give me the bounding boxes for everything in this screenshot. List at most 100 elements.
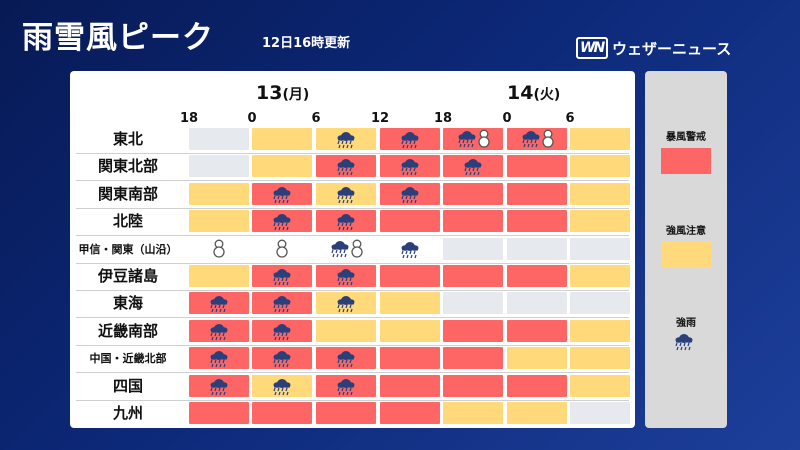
hour-tick-label: 0 <box>502 111 512 126</box>
forecast-cell <box>316 402 376 424</box>
update-time: 12日16時更新 <box>262 36 351 51</box>
region-label: 伊豆諸島 <box>97 267 158 285</box>
forecast-cell <box>189 347 249 369</box>
hour-tick-label: 12 <box>370 111 390 126</box>
forecast-cell <box>570 155 630 177</box>
forecast-cell <box>570 183 630 205</box>
region-row: 東北 <box>70 126 635 154</box>
region-label: 甲信・関東（山沿） <box>78 243 178 256</box>
heavy-rain-icon <box>336 130 356 153</box>
forecast-cell <box>380 375 440 397</box>
hour-tick-label: 6 <box>311 111 321 126</box>
forecast-cell <box>443 155 503 177</box>
forecast-cell <box>443 402 503 424</box>
region-row: 関東南部 <box>70 181 635 209</box>
region-row: 甲信・関東（山沿） <box>70 236 635 264</box>
forecast-cell <box>189 292 249 314</box>
forecast-cell <box>316 347 376 369</box>
region-row: 北陸 <box>70 208 635 236</box>
rain-snow-icon <box>457 129 491 148</box>
region-row: 東海 <box>70 290 635 318</box>
snowman-icon <box>212 239 226 262</box>
region-label: 四国 <box>112 377 143 395</box>
heavy-rain-icon <box>336 157 356 180</box>
hour-tick-label: 18 <box>433 111 453 126</box>
heavy-rain-icon <box>674 332 694 355</box>
heavy-rain-icon <box>336 185 356 208</box>
forecast-cell <box>507 238 567 260</box>
region-row: 関東北部 <box>70 153 635 181</box>
forecast-cell <box>252 402 312 424</box>
forecast-cell <box>570 292 630 314</box>
forecast-cell <box>316 265 376 287</box>
forecast-cell <box>507 292 567 314</box>
row-divider <box>76 208 629 209</box>
legend-storm-warning-label: 暴風警戒 <box>666 132 706 143</box>
heavy-rain-icon <box>272 267 292 290</box>
forecast-cell <box>252 238 312 260</box>
heavy-rain-icon <box>400 240 420 263</box>
forecast-cell <box>380 402 440 424</box>
region-row: 四国 <box>70 373 635 401</box>
forecast-cell <box>252 265 312 287</box>
forecast-cell <box>380 292 440 314</box>
rain-snow-icon <box>521 129 555 148</box>
row-divider <box>76 153 629 154</box>
forecast-cell <box>316 375 376 397</box>
heavy-rain-icon <box>336 349 356 372</box>
forecast-cell <box>507 320 567 342</box>
region-label: 中国・近畿北部 <box>89 352 167 365</box>
forecast-cell <box>189 128 249 150</box>
region-label: 北陸 <box>112 212 143 230</box>
legend-heavy-rain-label: 強雨 <box>676 318 696 329</box>
heavy-rain-icon <box>336 377 356 400</box>
forecast-cell <box>443 210 503 232</box>
day-label-13: 13(月) <box>256 82 310 104</box>
forecast-cell <box>443 375 503 397</box>
region-label: 近畿南部 <box>97 322 158 340</box>
forecast-cell <box>507 210 567 232</box>
row-divider <box>76 345 629 346</box>
forecast-cell <box>189 210 249 232</box>
heavy-rain-icon <box>209 377 229 400</box>
forecast-cell <box>316 292 376 314</box>
forecast-cell <box>570 375 630 397</box>
row-divider <box>76 317 629 318</box>
heavy-rain-icon <box>209 322 229 345</box>
brand: WN ウェザーニュース <box>576 34 731 62</box>
heavy-rain-icon <box>209 349 229 372</box>
forecast-cell <box>316 183 376 205</box>
hour-tick-label: 0 <box>247 111 257 126</box>
forecast-cell <box>189 238 249 260</box>
forecast-cell <box>570 238 630 260</box>
row-divider <box>76 180 629 181</box>
heavy-rain-icon <box>463 157 483 180</box>
forecast-cell <box>507 155 567 177</box>
legend-wind-caution-label: 強風注意 <box>666 226 706 237</box>
forecast-cell <box>252 292 312 314</box>
heavy-rain-icon <box>272 185 292 208</box>
region-row: 伊豆諸島 <box>70 263 635 291</box>
heavy-rain-icon <box>336 212 356 235</box>
row-divider <box>76 400 629 401</box>
forecast-cell <box>252 320 312 342</box>
row-divider <box>76 290 629 291</box>
legend-wind-caution-swatch <box>661 242 711 268</box>
region-label: 関東南部 <box>97 185 158 203</box>
forecast-cell <box>252 128 312 150</box>
region-label: 東海 <box>112 294 143 312</box>
forecast-cell <box>316 210 376 232</box>
forecast-cell <box>443 320 503 342</box>
forecast-cell <box>189 265 249 287</box>
forecast-cell <box>380 238 440 260</box>
forecast-cell <box>316 320 376 342</box>
forecast-cell <box>252 375 312 397</box>
heavy-rain-icon <box>400 130 420 153</box>
region-label: 九州 <box>112 404 143 422</box>
hour-tick-label: 18 <box>179 111 199 126</box>
forecast-cell <box>380 210 440 232</box>
forecast-cell <box>380 128 440 150</box>
forecast-cell <box>380 265 440 287</box>
heavy-rain-icon <box>272 212 292 235</box>
forecast-cell <box>252 183 312 205</box>
